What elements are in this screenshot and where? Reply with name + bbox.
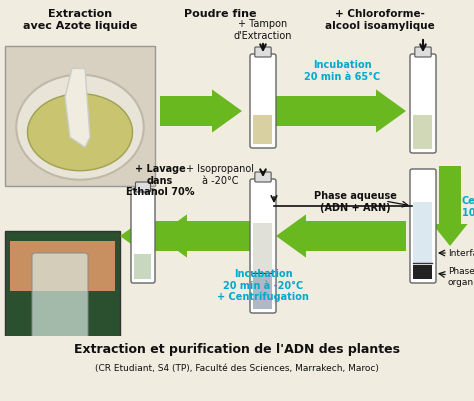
Bar xyxy=(254,275,273,309)
Text: + Chloroforme-
alcool isoamylique: + Chloroforme- alcool isoamylique xyxy=(325,9,435,30)
Text: + Isopropanol
à -20°C: + Isopropanol à -20°C xyxy=(186,164,254,185)
Polygon shape xyxy=(65,69,90,148)
Bar xyxy=(254,224,273,273)
Bar xyxy=(5,47,155,186)
Text: (CR Etudiant, S4 (TP), Faculté des Sciences, Marrakech, Maroc): (CR Etudiant, S4 (TP), Faculté des Scien… xyxy=(95,364,379,373)
FancyBboxPatch shape xyxy=(255,48,271,58)
Text: Phase
organique: Phase organique xyxy=(448,267,474,286)
Text: Incubation
20 min à 65°C: Incubation 20 min à 65°C xyxy=(304,60,380,82)
Bar xyxy=(413,115,432,150)
FancyBboxPatch shape xyxy=(136,182,151,192)
Polygon shape xyxy=(160,90,242,133)
Bar xyxy=(135,254,152,279)
Bar xyxy=(10,241,115,291)
Bar xyxy=(413,265,432,279)
Text: + Lavage
dans
Ethanol 70%: + Lavage dans Ethanol 70% xyxy=(126,164,194,197)
Ellipse shape xyxy=(16,75,144,180)
Text: Extraction et purification de l'ADN des plantes: Extraction et purification de l'ADN des … xyxy=(74,342,400,356)
Bar xyxy=(413,203,432,263)
Text: Phase aqueuse
(ADN + ARN): Phase aqueuse (ADN + ARN) xyxy=(314,191,396,212)
Bar xyxy=(5,231,120,341)
Text: Interface: Interface xyxy=(448,249,474,258)
Polygon shape xyxy=(276,90,406,133)
Text: Extraction
avec Azote liquide: Extraction avec Azote liquide xyxy=(23,9,137,30)
FancyBboxPatch shape xyxy=(410,55,436,154)
FancyBboxPatch shape xyxy=(415,48,431,58)
FancyBboxPatch shape xyxy=(131,190,155,283)
Polygon shape xyxy=(120,215,218,258)
Text: Incubation
20 min à -20°C
+ Centrifugation: Incubation 20 min à -20°C + Centrifugati… xyxy=(217,268,309,302)
Text: + Tampon
d'Extraction: + Tampon d'Extraction xyxy=(234,19,292,41)
Bar xyxy=(0,336,474,401)
Polygon shape xyxy=(432,166,467,246)
FancyBboxPatch shape xyxy=(250,55,276,149)
FancyBboxPatch shape xyxy=(255,172,271,182)
FancyBboxPatch shape xyxy=(32,253,88,339)
Bar xyxy=(254,115,273,145)
FancyBboxPatch shape xyxy=(410,170,436,283)
Text: Poudre fine: Poudre fine xyxy=(184,9,256,19)
FancyBboxPatch shape xyxy=(250,180,276,313)
Ellipse shape xyxy=(27,95,133,171)
Polygon shape xyxy=(157,215,257,258)
Text: Centrifugation
10 min: Centrifugation 10 min xyxy=(462,196,474,217)
Polygon shape xyxy=(276,215,406,258)
